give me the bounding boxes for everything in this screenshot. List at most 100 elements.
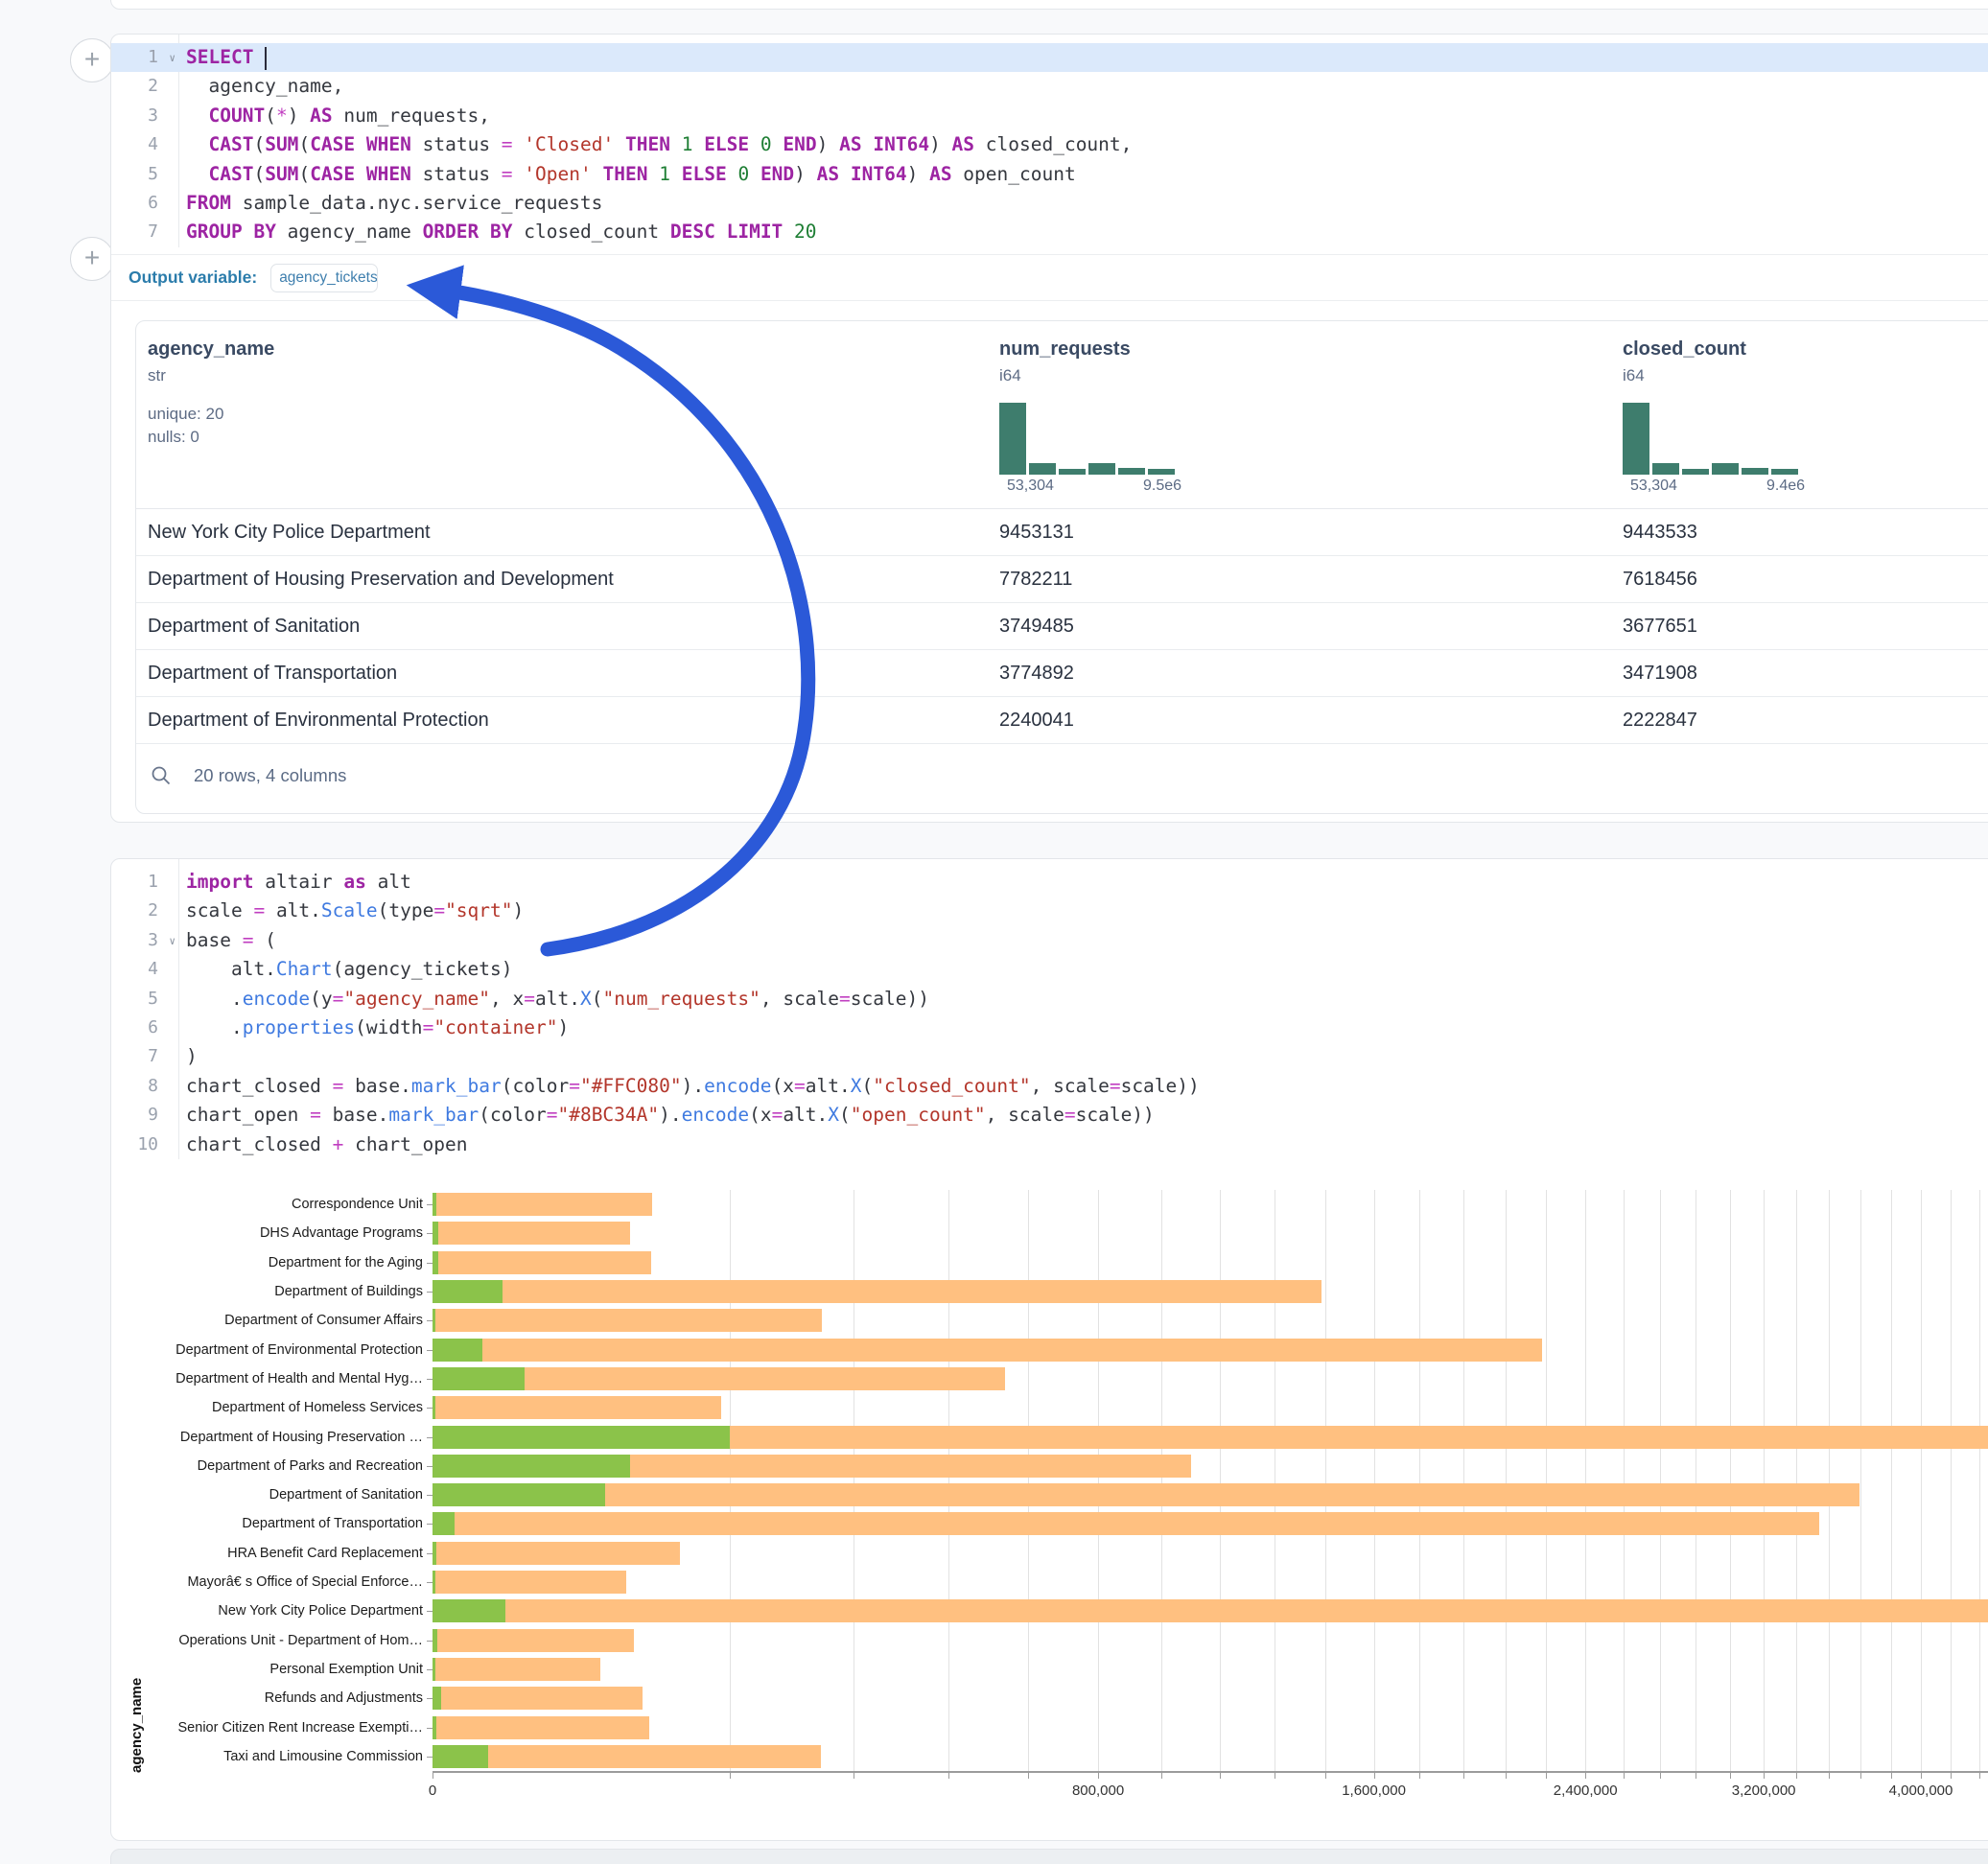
table-row[interactable]: New York City Police Department 9453131 94… bbox=[136, 509, 1988, 556]
open-count-bar[interactable] bbox=[433, 1628, 437, 1652]
table-row[interactable]: Department of Transportation 3774892 34719… bbox=[136, 650, 1988, 697]
y-axis-tick bbox=[427, 1262, 433, 1264]
closed-count-bar[interactable] bbox=[433, 1366, 1006, 1390]
code-line[interactable]: 5 .encode(y="agency_name", x=alt.X("num_… bbox=[111, 985, 1988, 1014]
line-number: 2 bbox=[148, 76, 158, 97]
closed-count-bar[interactable] bbox=[433, 1483, 1860, 1507]
code-line[interactable]: 9 chart_open = base.mark_bar(color="#8BC3… bbox=[111, 1101, 1988, 1130]
line-number: 5 bbox=[148, 163, 158, 184]
line-number: 10 bbox=[137, 1133, 158, 1154]
open-count-bar[interactable] bbox=[433, 1250, 438, 1274]
open-count-bar[interactable] bbox=[433, 1599, 506, 1623]
table-row[interactable]: Department of Environmental Protection 22… bbox=[136, 697, 1988, 744]
code-text: .encode(y="agency_name", x=alt.X("num_re… bbox=[186, 987, 929, 1010]
plus-icon: + bbox=[83, 243, 101, 272]
code-line[interactable]: 7 GROUP BY agency_name ORDER BY closed_co… bbox=[111, 218, 1988, 246]
histogram-max-label: 9.5e6 bbox=[1143, 478, 1182, 494]
closed-count-bar[interactable] bbox=[433, 1309, 823, 1333]
code-text: ) bbox=[186, 1045, 198, 1068]
code-line[interactable]: 1 import altair as alt bbox=[111, 868, 1988, 897]
y-axis-tick bbox=[427, 1582, 433, 1584]
column-header-agency_name[interactable]: agency_name str unique: 20 nulls: 0 bbox=[148, 321, 999, 508]
open-count-bar[interactable] bbox=[433, 1541, 437, 1565]
open-count-bar[interactable] bbox=[433, 1280, 503, 1304]
open-count-bar[interactable] bbox=[433, 1454, 631, 1478]
code-line[interactable]: 5 CAST(SUM(CASE WHEN status = 'Open' THE… bbox=[111, 160, 1988, 189]
closed-count-bar[interactable] bbox=[433, 1715, 650, 1739]
open-count-bar[interactable] bbox=[433, 1657, 435, 1681]
fold-chevron-icon[interactable]: ∨ bbox=[169, 52, 175, 64]
code-line[interactable]: 7) bbox=[111, 1042, 1988, 1071]
code-line[interactable]: 2 scale = alt.Scale(type="sqrt") bbox=[111, 897, 1988, 925]
code-line[interactable]: 4 CAST(SUM(CASE WHEN status = 'Closed' T… bbox=[111, 130, 1988, 159]
code-line[interactable]: 8 chart_closed = base.mark_bar(color="#FF… bbox=[111, 1072, 1988, 1101]
code-line[interactable]: 6 FROM sample_data.nyc.service_requests bbox=[111, 189, 1988, 218]
column-header-num_requests[interactable]: num_requests i64 53,304 9.5e6 bbox=[999, 321, 1623, 508]
table-cell: 3677651 bbox=[1623, 616, 1697, 637]
open-count-bar[interactable] bbox=[433, 1512, 456, 1536]
closed-count-bar[interactable] bbox=[433, 1193, 652, 1217]
closed-count-bar[interactable] bbox=[433, 1280, 1322, 1304]
search-icon[interactable] bbox=[150, 764, 173, 787]
open-count-bar[interactable] bbox=[433, 1571, 436, 1595]
gridline bbox=[1730, 1190, 1731, 1771]
code-line[interactable]: 3 ∨ base = ( bbox=[111, 926, 1988, 955]
table-cell: Department of Transportation bbox=[148, 663, 398, 684]
closed-count-bar[interactable] bbox=[433, 1541, 681, 1565]
output-variable-label: Output variable: bbox=[129, 268, 258, 287]
open-count-bar[interactable] bbox=[433, 1366, 525, 1390]
open-count-bar[interactable] bbox=[433, 1193, 436, 1217]
add-cell-button[interactable]: + bbox=[70, 38, 114, 82]
gridline bbox=[1921, 1190, 1922, 1771]
histogram-bar bbox=[1771, 469, 1798, 475]
open-count-bar[interactable] bbox=[433, 1309, 436, 1333]
line-number: 2 bbox=[148, 900, 158, 921]
open-count-bar[interactable] bbox=[433, 1396, 436, 1420]
code-line[interactable]: 1 ∨ SELECT bbox=[111, 43, 1988, 73]
y-axis-tick bbox=[427, 1495, 433, 1497]
gridline bbox=[1978, 1190, 1980, 1771]
closed-count-bar[interactable] bbox=[433, 1571, 627, 1595]
table-row[interactable]: Department of Sanitation 3749485 3677651 bbox=[136, 603, 1988, 650]
closed-count-bar[interactable] bbox=[433, 1512, 1819, 1536]
x-axis-tick bbox=[1585, 1773, 1587, 1779]
code-line[interactable]: 4 alt.Chart(agency_tickets) bbox=[111, 955, 1988, 984]
closed-count-bar[interactable] bbox=[433, 1599, 1988, 1623]
python-code-editor[interactable]: 1 import altair as alt 2 scale = alt.Scale(… bbox=[111, 859, 1988, 1159]
gridline bbox=[730, 1190, 732, 1771]
add-cell-button[interactable]: + bbox=[70, 237, 114, 281]
open-count-bar[interactable] bbox=[433, 1338, 483, 1362]
column-header-closed_count[interactable]: closed_count i64 53,304 9.4e6 bbox=[1623, 321, 1988, 508]
y-axis-tick bbox=[427, 1756, 433, 1758]
open-count-bar[interactable] bbox=[433, 1687, 441, 1711]
sql-code-editor[interactable]: 1 ∨ SELECT 2 agency_name, 3 COUNT(*) AS num… bbox=[111, 35, 1988, 247]
closed-count-bar[interactable] bbox=[433, 1744, 822, 1768]
fold-chevron-icon[interactable]: ∨ bbox=[169, 934, 175, 947]
closed-count-bar[interactable] bbox=[433, 1338, 1542, 1362]
open-count-bar[interactable] bbox=[433, 1483, 606, 1507]
gridline bbox=[1890, 1190, 1892, 1771]
closed-count-bar[interactable] bbox=[433, 1222, 631, 1246]
x-axis-tick bbox=[1506, 1773, 1508, 1779]
closed-count-bar[interactable] bbox=[433, 1687, 643, 1711]
x-axis-tick bbox=[1373, 1773, 1375, 1779]
x-axis-tick bbox=[1546, 1773, 1548, 1779]
table-row[interactable]: Department of Housing Preservation and D… bbox=[136, 556, 1988, 603]
open-count-bar[interactable] bbox=[433, 1222, 438, 1246]
code-line[interactable]: 3 COUNT(*) AS num_requests, bbox=[111, 102, 1988, 130]
code-line[interactable]: 2 agency_name, bbox=[111, 72, 1988, 101]
gridline bbox=[1764, 1190, 1766, 1771]
closed-count-bar[interactable] bbox=[433, 1250, 652, 1274]
open-count-bar[interactable] bbox=[433, 1744, 489, 1768]
closed-count-bar[interactable] bbox=[433, 1657, 601, 1681]
code-line[interactable]: 6 .properties(width="container") bbox=[111, 1014, 1988, 1042]
output-variable-chip[interactable]: agency_tickets bbox=[270, 263, 379, 292]
x-axis-tick bbox=[1950, 1773, 1952, 1779]
open-count-bar[interactable] bbox=[433, 1425, 731, 1449]
gutter-divider bbox=[178, 35, 179, 247]
open-count-bar[interactable] bbox=[433, 1715, 436, 1739]
closed-count-bar[interactable] bbox=[433, 1628, 635, 1652]
x-axis-tick bbox=[1098, 1773, 1100, 1779]
code-line[interactable]: 10 chart_closed + chart_open bbox=[111, 1130, 1988, 1159]
closed-count-bar[interactable] bbox=[433, 1396, 722, 1420]
